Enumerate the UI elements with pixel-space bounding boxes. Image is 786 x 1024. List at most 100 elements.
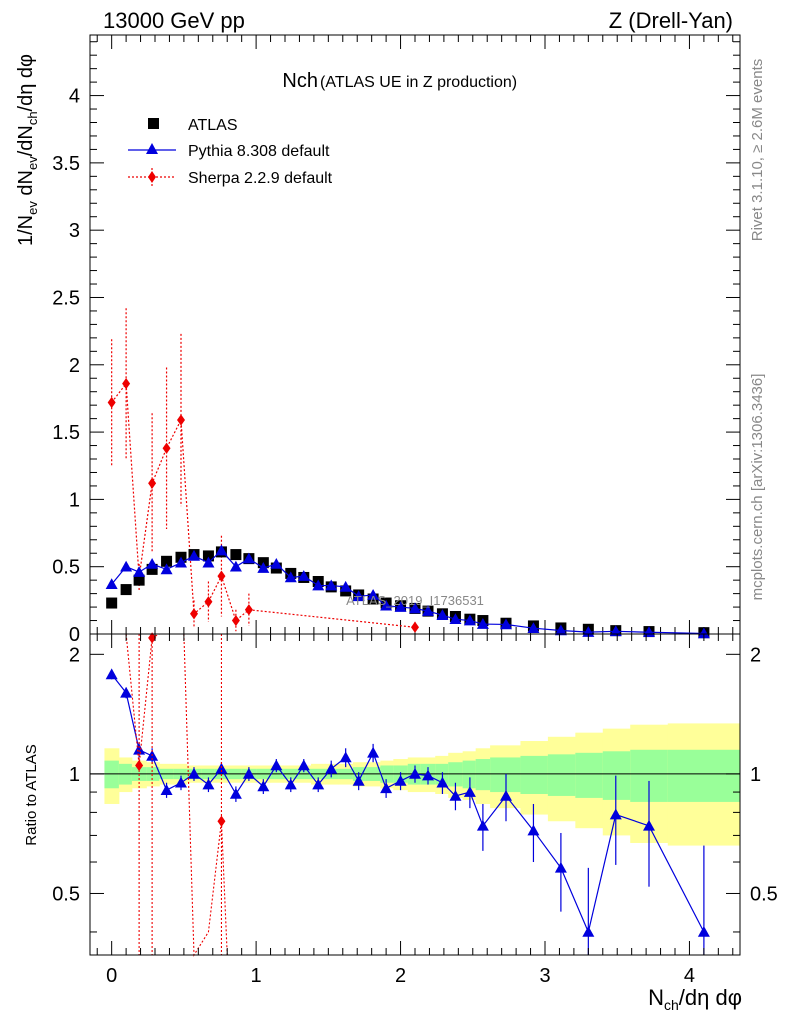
ratio-panel-axes: 0 1 2 3 4 0.5 0.5 1 1 2 2 (52, 634, 778, 987)
ratio-pythia-point (257, 780, 270, 792)
sherpa-point (107, 396, 116, 409)
side-text-mcplots: mcplots.cern.ch [arXiv:1306.3436] (749, 374, 766, 601)
main-panel-axes: 0 0.5 1 1.5 2 2.5 3 3.5 4 (52, 35, 740, 646)
legend-sherpa-marker (148, 171, 156, 183)
ratio-sherpa-point (135, 759, 144, 772)
atlas-point (120, 584, 132, 596)
ratio-pythia-point (380, 782, 393, 794)
ratio-pythia-point (367, 746, 380, 758)
pythia-point (527, 622, 540, 634)
ratio-y-tick-label-right: 0.5 (750, 883, 778, 905)
sherpa-point (231, 614, 240, 627)
pythia-point (160, 563, 173, 575)
ratio-sherpa-line (125, 633, 160, 766)
ratio-pythia-point (643, 819, 655, 831)
y-tick-label: 1.5 (52, 422, 80, 444)
pythia-point (312, 579, 325, 591)
pythia-point (476, 618, 489, 629)
pythia-point (394, 601, 407, 612)
sherpa-point (162, 442, 171, 454)
pythia-point (409, 602, 421, 614)
ratio-pythia-point (325, 762, 338, 774)
atlas-point (161, 555, 173, 567)
pythia-point (120, 560, 133, 572)
chart-title: Nch (282, 70, 318, 92)
pythia-point (297, 570, 310, 581)
y-tick-label: 1 (69, 489, 80, 511)
ratio-pythia-point (449, 789, 462, 801)
sherpa-series (107, 308, 419, 633)
legend-pythia-label: Pythia 8.308 default (188, 143, 330, 160)
pythia-point (436, 609, 449, 620)
pythia-point (609, 625, 622, 637)
y-tick-label: 0.5 (52, 557, 80, 579)
ratio-sherpa-point (148, 632, 157, 644)
ratio-pythia-point (463, 786, 476, 797)
ratio-pythia-point (202, 778, 215, 790)
ratio-pythia-point (500, 789, 512, 801)
ratio-pythia-point (339, 751, 352, 763)
sherpa-point (411, 621, 419, 633)
ratio-pythia-point (188, 767, 200, 779)
atlas-point (230, 549, 242, 561)
ratio-pythia-point (133, 743, 146, 755)
header-right: Z (Drell-Yan) (609, 8, 733, 33)
ratio-pythia-point (284, 778, 297, 790)
pythia-point (284, 571, 297, 583)
ratio-band-inner (520, 755, 549, 794)
y-tick-label: 3.5 (52, 153, 80, 175)
ratio-sherpa-line (183, 633, 228, 957)
pythia-point (202, 556, 215, 568)
ratio-band-inner (602, 751, 631, 800)
legend: ATLAS Pythia 8.308 default Sherpa 2.2.9 … (128, 117, 333, 187)
ratio-pythia-point (422, 769, 434, 781)
ratio-sherpa-point (217, 815, 226, 827)
atlas-point (106, 597, 118, 609)
header-left: 13000 GeV pp (103, 8, 245, 33)
pythia-point (554, 624, 567, 636)
x-tick-label: 3 (539, 965, 550, 987)
atlas-point (146, 563, 158, 575)
pythia-point (188, 549, 200, 561)
ratio-pythia-point (554, 861, 567, 873)
sherpa-point (244, 604, 253, 616)
side-text-rivet: Rivet 3.1.10, ≥ 2.6M events (749, 59, 766, 242)
ratio-band-inner (575, 752, 604, 798)
ratio-pythia-series (105, 668, 710, 955)
x-axis-label: Nch/dη dφ (648, 985, 742, 1013)
ratio-pythia-point (527, 824, 540, 836)
sherpa-point (204, 596, 213, 608)
pythia-point (367, 588, 380, 600)
pythia-point (257, 562, 270, 573)
pythia-point (380, 599, 393, 611)
y-tick-label: 3 (69, 220, 80, 242)
x-tick-label: 2 (395, 965, 406, 987)
pythia-point (325, 579, 338, 591)
sherpa-point (177, 414, 185, 426)
ratio-y-tick-label-left: 0.5 (52, 883, 80, 905)
ratio-y-label: Ratio to ATLAS (23, 744, 40, 845)
atlas-point (133, 574, 145, 586)
legend-atlas-label: ATLAS (188, 117, 238, 134)
pythia-series (105, 544, 710, 639)
ratio-pythia-point (297, 759, 310, 771)
x-tick-label: 1 (251, 965, 262, 987)
sherpa-point (190, 608, 198, 620)
ratio-sherpa-series (125, 632, 228, 957)
ratio-y-tick-label-right: 2 (750, 644, 761, 666)
sherpa-point (122, 378, 131, 390)
chart-subtitle: (ATLAS UE in Z production) (320, 74, 517, 91)
pythia-point (242, 552, 255, 564)
x-tick-label: 4 (684, 965, 695, 987)
pythia-point (422, 605, 434, 616)
ratio-pythia-point (609, 808, 622, 820)
ratio-band-inner (667, 749, 741, 802)
ratio-y-tick-label-left: 2 (69, 644, 80, 666)
ratio-pythia-point (229, 787, 242, 799)
pythia-point (270, 558, 283, 569)
ratio-band-inner (475, 759, 491, 791)
ratio-pythia-point (582, 925, 595, 937)
ratio-pythia-point (160, 784, 173, 795)
ratio-band-inner (104, 760, 120, 789)
